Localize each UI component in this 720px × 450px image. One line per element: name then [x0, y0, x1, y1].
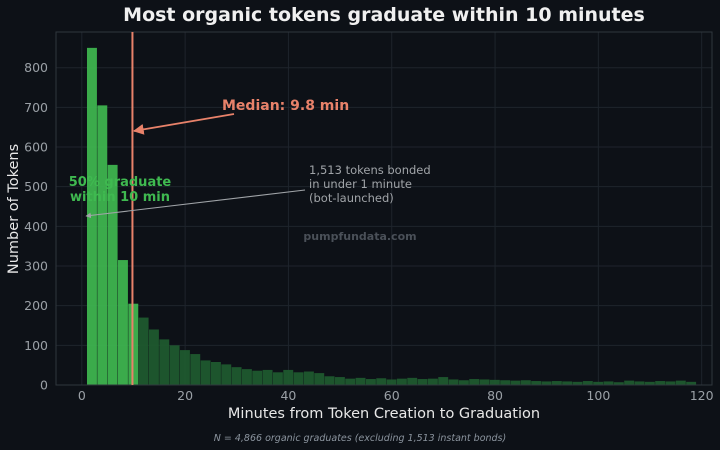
pct-annotation-line1: 50% graduate	[69, 175, 172, 190]
bot-annotation-line2: in under 1 minute	[309, 177, 412, 191]
histogram-bar	[190, 354, 201, 385]
histogram-bar	[407, 377, 418, 385]
histogram-bar	[283, 369, 294, 385]
histogram-bar	[634, 381, 645, 385]
histogram-bar	[314, 373, 325, 385]
histogram-bar	[179, 350, 190, 385]
histogram-bar	[448, 379, 459, 385]
pct-annotation-line2: within 10 min	[70, 190, 170, 205]
y-tick-label: 400	[24, 219, 48, 234]
histogram-bar	[603, 381, 614, 385]
x-tick-label: 120	[690, 388, 714, 403]
grid	[56, 32, 712, 386]
chart-title: Most organic tokens graduate within 10 m…	[123, 4, 645, 26]
bot-annotation-line1: 1,513 tokens bonded	[309, 163, 431, 177]
histogram-bar	[148, 329, 159, 385]
histogram-bar	[613, 382, 624, 385]
histogram-bar	[376, 378, 387, 385]
y-tick-labels: 0 100 200 300 400 500 600 700 800	[24, 60, 48, 392]
histogram-bar	[324, 376, 335, 385]
histogram-bar	[200, 360, 211, 385]
y-tick-label: 600	[24, 140, 48, 155]
histogram-bar	[355, 377, 366, 385]
x-axis-label: Minutes from Token Creation to Graduatio…	[228, 406, 540, 422]
histogram-bar	[241, 369, 252, 385]
y-tick-label: 800	[24, 60, 48, 75]
histogram-bar	[551, 381, 562, 385]
histogram-bar	[686, 381, 697, 385]
plot-frame	[55, 31, 713, 386]
histogram-bar	[303, 371, 314, 385]
y-tick-label: 100	[24, 338, 48, 353]
histogram-bar	[117, 260, 128, 385]
histogram-bar	[138, 317, 149, 385]
histogram-bar	[500, 380, 511, 385]
histogram-bar	[293, 372, 304, 385]
histogram-bar	[386, 379, 397, 385]
histogram-bar	[365, 379, 376, 385]
histogram-bar	[675, 380, 686, 385]
histogram-bar	[107, 164, 118, 385]
y-tick-label: 700	[24, 100, 48, 115]
histogram-bar	[562, 381, 573, 385]
histogram-bar	[541, 381, 552, 385]
y-tick-label: 0	[40, 378, 48, 393]
histogram-bar	[438, 377, 449, 385]
histogram-bar	[644, 381, 655, 385]
x-tick-label: 40	[280, 388, 296, 403]
histogram-bar	[417, 379, 428, 385]
y-tick-label: 500	[24, 179, 48, 194]
histogram-bar	[231, 367, 242, 385]
histogram-bar	[489, 379, 500, 385]
bot-arrow	[85, 189, 306, 219]
histogram-bar	[86, 47, 97, 385]
histogram-bar	[334, 377, 345, 385]
x-tick-labels: 0 20 40 60 80 100 120	[78, 388, 714, 403]
histogram-bar	[655, 381, 666, 385]
y-tick-label: 200	[24, 298, 48, 313]
histogram-bar	[345, 378, 356, 385]
histogram-bar	[479, 379, 490, 385]
histogram-bar	[427, 378, 438, 385]
median-annotation: Median: 9.8 min	[222, 98, 349, 114]
histogram-bar	[210, 361, 221, 385]
x-tick-label: 100	[586, 388, 610, 403]
histogram-bar	[97, 105, 108, 385]
x-tick-label: 60	[384, 388, 400, 403]
median-arrow	[132, 113, 235, 135]
histogram-bar	[531, 381, 542, 385]
histogram-bar	[262, 369, 273, 385]
y-tick-label: 300	[24, 259, 48, 274]
histogram-bar	[221, 364, 232, 385]
histogram-bar	[520, 380, 531, 385]
histogram-bar	[593, 381, 604, 385]
watermark: pumpfundata.com	[303, 230, 416, 243]
histogram-bar	[510, 380, 521, 385]
x-tick-label: 0	[78, 388, 86, 403]
histogram-bar	[665, 381, 676, 385]
histogram-bar	[159, 339, 170, 385]
histogram-bar	[396, 378, 407, 385]
histogram-bar	[469, 379, 480, 385]
histogram-bar	[458, 380, 469, 385]
histogram-bar	[572, 381, 583, 385]
histogram-bar	[272, 372, 283, 385]
histogram-bar	[624, 380, 635, 385]
histogram-bar	[252, 370, 263, 385]
histogram-bar	[169, 345, 180, 385]
bot-annotation-line3: (bot-launched)	[309, 191, 394, 205]
footnote: N = 4,866 organic graduates (excluding 1…	[214, 433, 506, 444]
x-tick-label: 20	[177, 388, 193, 403]
x-tick-label: 80	[487, 388, 503, 403]
y-axis-label: Number of Tokens	[6, 144, 22, 274]
histogram-bar	[582, 381, 593, 385]
